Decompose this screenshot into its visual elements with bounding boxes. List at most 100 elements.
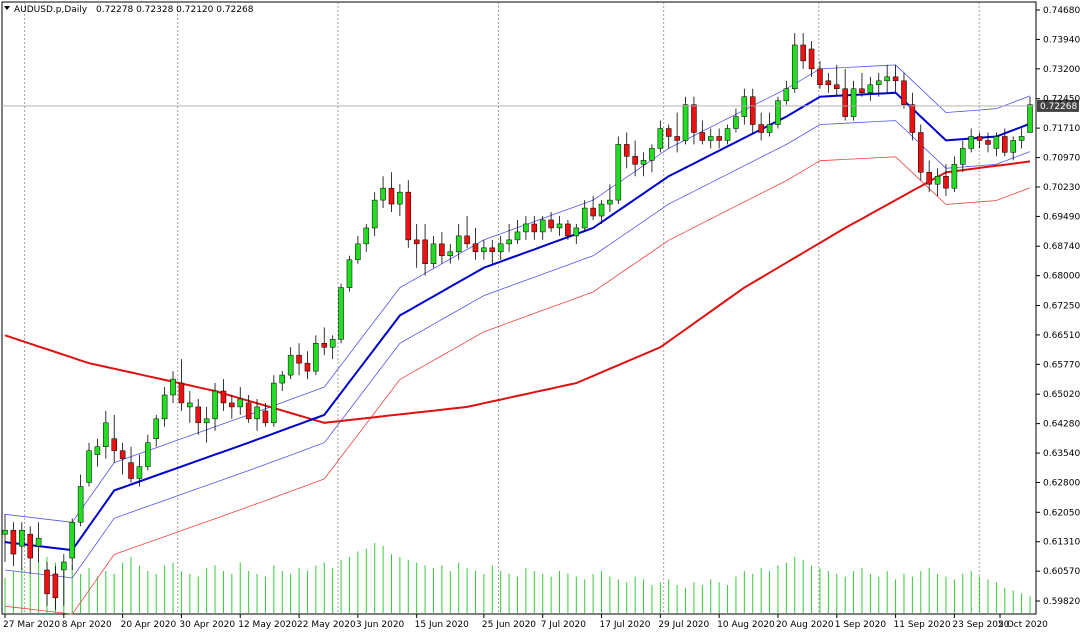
candle [187,391,193,423]
candle-body [287,354,294,376]
candle-body [699,132,706,141]
candle [960,140,966,173]
candle-body [707,136,714,141]
candle [313,335,319,376]
candle [934,168,941,197]
candles [2,33,1033,610]
candle [884,64,890,93]
candle [800,33,806,69]
candle-body [245,402,252,420]
candle-body [203,418,210,424]
dropdown-arrow-icon[interactable] [4,6,10,10]
candle-body [69,522,75,559]
candle-body [262,410,269,424]
candle [523,216,529,240]
lower-band-line [4,120,1031,579]
candle-body [363,227,370,245]
candle-body [850,88,857,117]
y-tick-label: 0.61310 [1043,538,1080,548]
candle [212,383,218,431]
y-tick-label: 0.70970 [1043,154,1080,164]
candle-body [758,124,764,133]
candle-body [859,88,865,93]
candle-body [220,390,227,404]
candle [1027,96,1033,133]
candle-body [766,124,773,133]
candle-body [733,116,739,129]
candle [405,180,412,248]
candle [758,112,764,141]
candle-body [128,462,134,479]
candle [19,522,25,570]
candle [581,200,588,232]
candle [35,522,42,563]
candle [707,128,714,149]
candle-body [993,136,1000,149]
candle-body [313,343,319,372]
candle-body [968,136,974,149]
candle-body [573,227,580,237]
candle [691,96,697,145]
candle [145,434,151,471]
plot-area [1,1,1037,615]
candle-body [943,175,949,189]
candle-body [254,406,260,420]
x-tick-label: 20 Apr 2020 [121,620,177,630]
y-tick-label: 0.65770 [1043,360,1080,370]
candle-body [422,239,428,264]
candle [77,474,84,527]
candle [161,387,168,427]
candle-body [825,80,832,86]
candle [833,64,840,97]
candle-body [506,239,512,245]
candle-body [405,191,412,241]
candle [447,243,454,264]
x-axis: 27 Mar 2020 8 Apr 2020 20 Apr 2020 30 Apr 2… [3,614,1048,630]
candle-body [791,44,798,89]
candle-body [413,239,420,245]
candle-body [691,104,697,133]
candle [598,200,605,224]
candle-body [665,128,672,137]
candle [640,152,647,177]
candle [94,438,101,467]
candle-body [136,466,143,479]
candle [724,124,731,145]
candle-body [976,136,983,141]
candle-body [1027,104,1033,133]
x-tick-label: 29 Jul 2020 [658,620,709,630]
candle-body [439,243,445,257]
candle-body [19,529,25,547]
candle-body [178,382,185,404]
x-tick-label: 20 Aug 2020 [776,620,834,630]
candle-body [161,394,168,420]
candle [103,410,109,459]
candle [128,446,134,483]
candle [413,223,420,268]
candle [245,394,252,423]
candle [61,554,67,606]
candle [539,216,546,240]
candle [69,518,75,570]
candle-body [749,96,756,125]
candle [590,196,596,220]
candle [733,108,739,133]
candle-body [371,199,378,229]
candle [86,442,92,487]
candle [766,112,773,137]
candle [850,80,857,121]
candle-body [951,164,958,189]
candle-body [724,128,731,141]
candle [237,387,244,415]
candle-body [640,160,647,165]
candle-body [649,148,655,161]
candle-body [884,76,890,82]
y-tick-label: 0.71710 [1043,124,1080,134]
candle [388,172,395,213]
y-tick-label: 0.67250 [1043,302,1080,312]
x-tick-label: 8 Apr 2020 [62,620,112,630]
candle [170,371,176,403]
y-tick-label: 0.63540 [1043,449,1080,459]
